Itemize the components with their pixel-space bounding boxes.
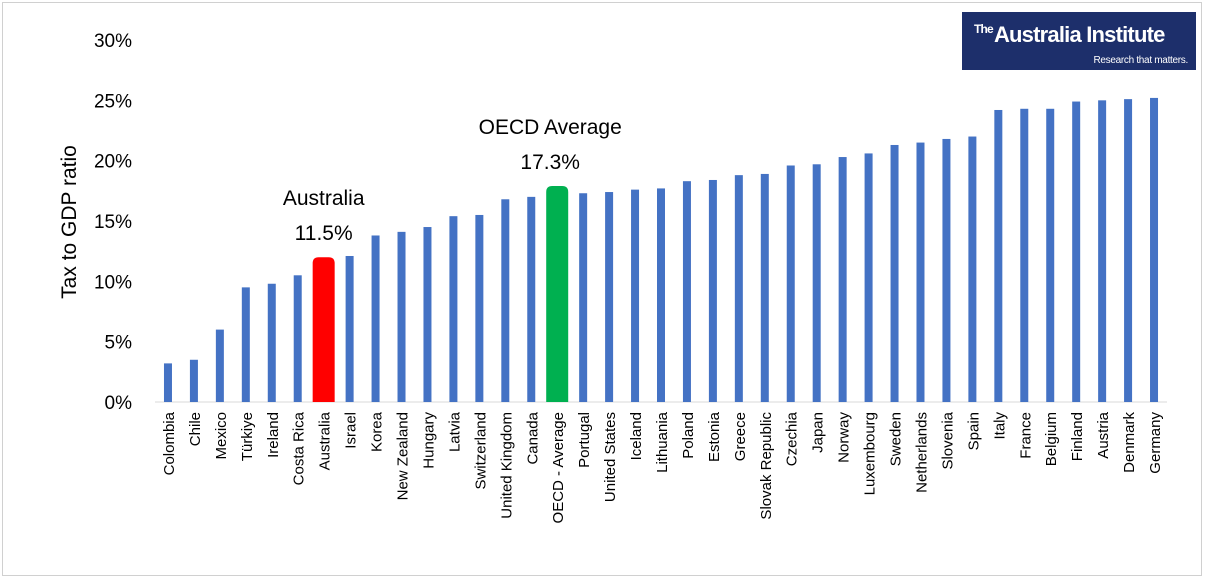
y-tick-label: 25% (94, 91, 132, 112)
logo-title: Australia Institute (993, 22, 1165, 47)
australia-institute-logo: TheAustralia Institute Research that mat… (962, 12, 1196, 70)
x-tick-label: Mexico (213, 412, 230, 460)
bar-ireland (267, 283, 276, 402)
y-tick-label: 0% (105, 393, 133, 414)
bar-japan (812, 164, 821, 402)
bar-spain (968, 136, 977, 403)
x-tick-label: Austria (1095, 411, 1112, 458)
annotation-label: 11.5% (295, 222, 353, 245)
x-tick-label: Switzerland (472, 412, 489, 490)
y-tick-label: 20% (94, 152, 132, 173)
x-tick-label: Greece (732, 412, 749, 461)
bar-belgium (1046, 108, 1055, 402)
x-tick-label: Colombia (161, 411, 178, 475)
x-tick-label: Italy (991, 412, 1008, 440)
x-tick-label: Latvia (446, 411, 463, 452)
x-tick-label: Finland (1069, 412, 1086, 461)
bar-netherlands (916, 142, 925, 403)
bar-luxembourg (864, 153, 873, 402)
y-tick-label: 10% (94, 272, 132, 293)
x-tick-label: Germany (1147, 412, 1164, 474)
x-tick-label: Norway (836, 412, 853, 463)
x-tick-label: Canada (524, 411, 541, 464)
x-tick-label: Israel (343, 412, 360, 449)
annotation-label: Australia (283, 187, 365, 210)
bar-slovenia (942, 138, 951, 403)
bar-denmark (1124, 99, 1133, 403)
x-tick-label: Hungary (420, 412, 437, 469)
bar-new-zealand (397, 231, 406, 402)
bar-greece (734, 175, 743, 402)
bar-poland (682, 181, 691, 402)
bar-slovak-republic (760, 173, 769, 402)
bar-latvia (449, 216, 458, 402)
x-tick-label: Luxembourg (862, 412, 879, 495)
y-tick-label: 5% (105, 333, 133, 354)
x-tick-label: Spain (965, 412, 982, 450)
x-tick-label: Türkiye (239, 412, 256, 461)
x-tick-label: Netherlands (913, 412, 930, 493)
bar-switzerland (475, 214, 484, 402)
bar-austria (1098, 100, 1107, 402)
annotation-label: 17.3% (520, 151, 580, 174)
y-tick-label: 30% (94, 31, 132, 52)
x-tick-label: Czechia (784, 411, 801, 466)
bar-t-rkiye (241, 287, 250, 402)
bar-italy (994, 109, 1003, 402)
bar-sweden (890, 144, 899, 403)
bar-united-kingdom (501, 199, 510, 402)
x-tick-label: Lithuania (654, 411, 671, 473)
bar-israel (345, 255, 354, 402)
bar-czechia (786, 165, 795, 402)
y-tick-label: 15% (94, 212, 132, 233)
bar-canada (527, 196, 536, 402)
bar-chile (189, 359, 198, 402)
bar-colombia (163, 363, 172, 402)
x-tick-label: Australia (317, 411, 334, 470)
bar-finland (1072, 101, 1081, 402)
bar-korea (371, 235, 380, 402)
x-tick-label: United States (602, 412, 619, 502)
x-tick-label: OECD - Average (550, 412, 567, 523)
bar-australia (312, 257, 335, 402)
x-tick-label: Poland (680, 412, 697, 459)
bar-estonia (708, 179, 717, 402)
annotation-label: OECD Average (479, 116, 622, 139)
x-tick-label: United Kingdom (498, 412, 515, 519)
chart-frame (2, 2, 1202, 576)
x-tick-label: New Zealand (395, 412, 412, 500)
logo-name: TheAustralia Institute (974, 22, 1165, 48)
x-tick-label: Chile (187, 412, 204, 446)
bar-norway (838, 157, 847, 402)
x-tick-label: France (1017, 412, 1034, 459)
x-tick-label: Slovenia (939, 411, 956, 469)
bar-lithuania (657, 188, 665, 402)
x-tick-label: Denmark (1121, 412, 1138, 473)
x-tick-label: Costa Rica (291, 411, 308, 485)
bar-united-states (605, 192, 614, 402)
x-tick-label: Japan (810, 412, 827, 453)
x-tick-label: Korea (369, 411, 386, 452)
bar-iceland (631, 189, 640, 402)
y-axis-title: Tax to GDP ratio (58, 145, 81, 299)
bar-costa-rica (293, 275, 302, 402)
x-tick-label: Estonia (706, 411, 723, 462)
bar-hungary (423, 227, 432, 402)
x-tick-label: Slovak Republic (758, 412, 775, 520)
bar-oecd-average (546, 186, 569, 402)
x-tick-label: Ireland (265, 412, 282, 458)
logo-prefix: The (974, 22, 994, 36)
logo-tagline: Research that matters. (1093, 55, 1188, 66)
bar-mexico (215, 329, 224, 402)
bar-germany (1150, 97, 1159, 403)
x-tick-label: Portugal (576, 412, 593, 468)
bar-france (1020, 108, 1029, 402)
x-tick-label: Iceland (628, 412, 645, 460)
bar-portugal (579, 193, 588, 402)
x-tick-label: Sweden (888, 412, 905, 466)
x-tick-label: Belgium (1043, 412, 1060, 466)
